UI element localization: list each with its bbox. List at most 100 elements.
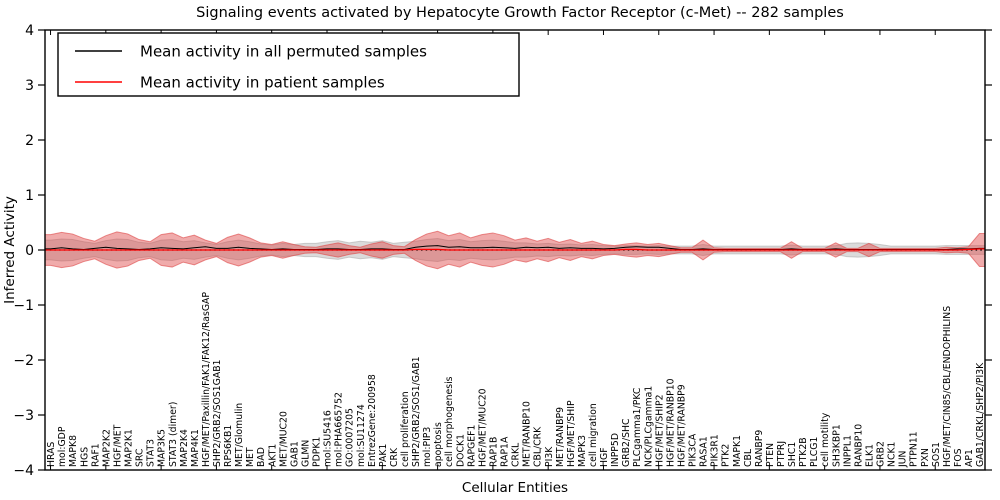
x-tick-label: mol:PIP3 (422, 427, 433, 467)
x-tick-label: MET/Glomulin (234, 403, 245, 467)
x-tick-label: HGS (79, 447, 90, 467)
x-tick-label: HGF/MET/SHIP (566, 400, 577, 467)
x-tick-label: PIK3R1 (710, 434, 721, 467)
x-tick-label: PDPK1 (312, 437, 323, 467)
y-tick-label: −1 (13, 298, 34, 314)
y-axis-label: Inferred Activity (2, 196, 18, 304)
x-tick-label: mol:PHA665752 (334, 392, 345, 467)
x-tick-label: AKT1 (267, 444, 278, 467)
x-tick-label: MAPK8 (68, 435, 79, 467)
x-axis-label: Cellular Entities (462, 480, 568, 496)
x-tick-label: INPP5D (610, 433, 621, 467)
x-tick-label: mol:GDP (57, 426, 68, 467)
y-tick-label: −3 (13, 408, 34, 424)
x-tick-label: cell proliferation (400, 391, 411, 467)
x-tick-label: HGF/MET/Paxillin/FAK1/FAK12/RasGAP (201, 292, 212, 467)
y-tick-label: 1 (25, 188, 34, 204)
x-tick-label: cell morphogenesis (444, 376, 455, 467)
x-tick-label: CRKL (511, 442, 522, 467)
x-tick-label: NCK/PLCgamma1 (643, 386, 654, 467)
x-tick-label: PLCgamma1/PKC (632, 388, 643, 467)
x-tick-label: PI3K (544, 446, 555, 467)
x-tick-label: SHC1 (787, 442, 798, 467)
x-tick-label: AP1 (964, 449, 975, 467)
x-tick-label: FOS (953, 448, 964, 467)
x-tick-label: GAB1/CRKL/SHP2/PI3K (975, 362, 986, 467)
x-tick-label: HGF/MET/MUC20 (477, 388, 488, 467)
x-tick-label: ELK1 (864, 444, 875, 467)
x-tick-label: RAP1A (500, 436, 511, 467)
x-tick-label: RPS6KB1 (223, 425, 234, 467)
x-tick-label: CBL (743, 448, 754, 467)
x-tick-label: SHP2/GRB2/SOS1GAB1 (212, 359, 223, 467)
x-tick-label: SHP2/GRB2/SOS1/GAB1 (411, 356, 422, 467)
chart-title: Signaling events activated by Hepatocyte… (196, 5, 844, 21)
x-tick-label: PTPRJ (776, 441, 787, 467)
x-tick-label: PIK3CA (688, 433, 699, 467)
x-tick-label: PLCG1 (809, 437, 820, 467)
y-tick-label: −2 (13, 353, 34, 369)
x-tick-label: CRK (389, 447, 400, 467)
x-tick-label: RANBP9 (754, 430, 765, 467)
x-tick-label: SH3KBP1 (831, 424, 842, 467)
x-tick-label: apoptosis (433, 422, 444, 467)
x-tick-label: MET (245, 447, 256, 467)
x-tick-label: cell migration (588, 403, 599, 467)
x-tick-label: GO:0007205 (345, 408, 356, 467)
y-tick-label: 2 (25, 133, 34, 149)
permuted-mean-line (45, 245, 985, 250)
legend-label: Mean activity in patient samples (140, 74, 385, 92)
x-tick-label: MAPK3 (577, 435, 588, 467)
legend-label: Mean activity in all permuted samples (140, 43, 427, 61)
x-tick-label: HGF/MET/RANBP10 (665, 378, 676, 467)
patient-mean-line (45, 248, 985, 251)
x-tick-label: RAPGEF1 (466, 425, 477, 467)
x-tick-label: STAT3 (146, 439, 157, 467)
x-tick-label: MAP2K1 (124, 429, 135, 467)
x-tick-label: MET/RANBP10 (522, 401, 533, 467)
x-tick-label: JUN (898, 450, 909, 468)
x-tick-label: MET/RANBP9 (555, 407, 566, 467)
x-tick-label: RANBP10 (853, 424, 864, 467)
x-tick-label: SRC (135, 449, 146, 467)
x-tick-label: DOCK1 (455, 434, 466, 467)
x-tick-label: RAF1 (90, 443, 101, 467)
x-tick-label: INPPL1 (842, 435, 853, 467)
x-tick-label: GRB2 (876, 441, 887, 467)
x-tick-label: GLMN (300, 440, 311, 467)
x-tick-label: PTPN11 (909, 431, 920, 467)
x-tick-label: HGF (599, 447, 610, 467)
x-tick-label: cell motility (820, 412, 831, 467)
x-tick-label: HGF/MET/SHIP2 (654, 394, 665, 467)
x-tick-label: MAP2K2 (101, 429, 112, 467)
x-tick-label: PTEN (765, 443, 776, 467)
x-tick-label: HGF/MET/CIN85/CBL/ENDOPHILINS (942, 306, 953, 467)
x-tick-label: PXN (920, 448, 931, 467)
x-tick-label: mol:SU11274 (356, 404, 367, 467)
y-tick-label: 0 (25, 243, 34, 259)
y-tick-label: 4 (25, 23, 34, 39)
x-tick-label: HGF/MET/RANBP9 (676, 384, 687, 467)
x-tick-label: mol:SU5416 (323, 410, 334, 467)
x-tick-label: BAD (256, 447, 267, 467)
x-tick-label: HGF/MET (112, 424, 123, 467)
x-tick-label: STAT3 (dimer) (168, 402, 179, 467)
y-tick-label: 3 (25, 78, 34, 94)
x-tick-label: MAP3K5 (157, 429, 168, 467)
x-tick-label: RAP1B (488, 437, 499, 467)
x-tick-label: PTK2 (721, 444, 732, 467)
x-tick-label: MAPK1 (732, 435, 743, 467)
x-tick-label: GAB1 (289, 441, 300, 467)
x-tick-label: GRB2/SHC (621, 419, 632, 467)
x-tick-label: RASA1 (699, 436, 710, 467)
x-tick-label: CBL/CRK (533, 426, 544, 467)
y-tick-label: −4 (13, 463, 34, 479)
x-tick-label: HRAS (46, 442, 57, 467)
x-tick-label: SOS1 (931, 442, 942, 467)
x-tick-label: MAP2K4 (179, 429, 190, 467)
legend-box (57, 32, 520, 97)
x-tick-label: PTK2B (798, 437, 809, 467)
